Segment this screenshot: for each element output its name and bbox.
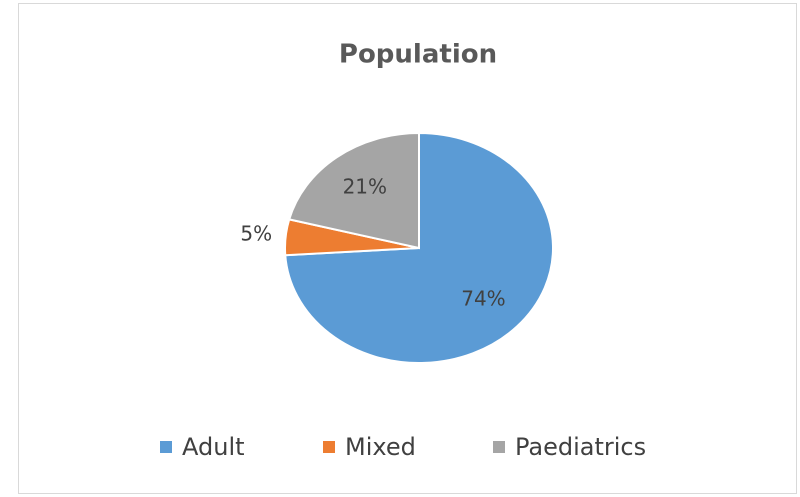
legend-label: Adult bbox=[182, 433, 245, 461]
data-label: 5% bbox=[240, 221, 272, 245]
legend-swatch bbox=[323, 441, 335, 453]
pie-slice bbox=[287, 131, 420, 250]
legend-swatch bbox=[493, 441, 505, 453]
legend-swatch bbox=[160, 441, 172, 453]
data-label: 21% bbox=[343, 175, 387, 199]
data-label: 74% bbox=[461, 286, 505, 310]
legend-label: Mixed bbox=[345, 433, 416, 461]
legend-label: Paediatrics bbox=[515, 433, 646, 461]
chart-title: Population bbox=[339, 40, 497, 70]
